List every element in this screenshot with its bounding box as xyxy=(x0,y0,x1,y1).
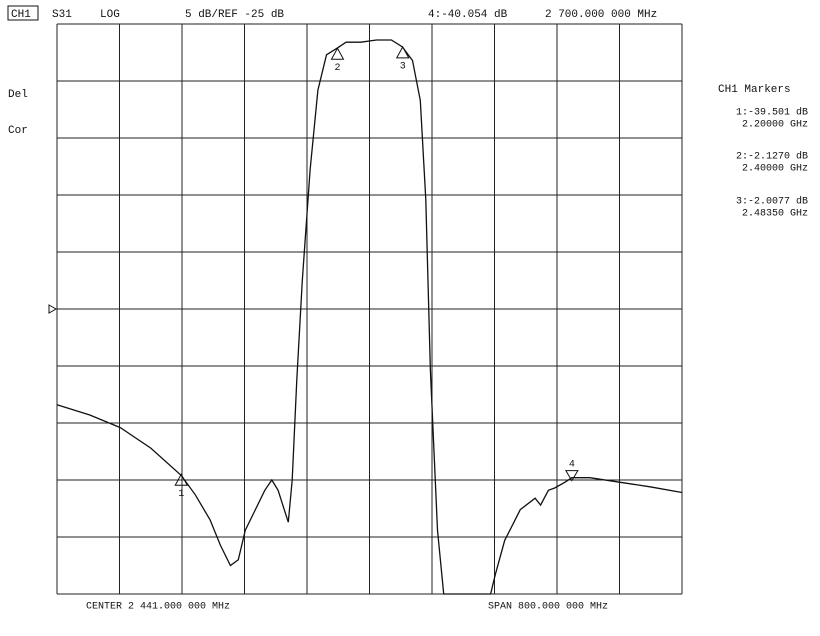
marker-freq: 2.48350 GHz xyxy=(742,209,808,220)
marker xyxy=(395,45,410,59)
channel: CH1 xyxy=(11,9,31,21)
marker-freq: 2.20000 GHz xyxy=(742,120,808,131)
trace xyxy=(56,39,683,595)
cor-label: Cor xyxy=(8,125,28,137)
marker xyxy=(174,473,189,486)
parameter: S31 xyxy=(52,9,72,21)
marker-label: 4 xyxy=(569,459,575,470)
span: SPAN 800.000 000 MHz xyxy=(488,602,608,613)
format: LOG xyxy=(100,9,120,21)
marker-panel-title: CH1 Markers xyxy=(718,84,791,96)
marker-value: 3:-2.0077 dB xyxy=(736,196,808,208)
scale: 5 dB/REF -25 dB xyxy=(185,9,284,21)
marker xyxy=(330,47,345,60)
marker-label: 2 xyxy=(334,63,340,74)
marker xyxy=(564,470,579,482)
del-label: Del xyxy=(8,89,28,101)
marker-value: 2:-2.1270 dB xyxy=(736,151,808,163)
active-readout: 4:-40.054 dB xyxy=(428,9,508,21)
channel-box xyxy=(7,5,39,21)
marker-label: 1 xyxy=(178,489,184,500)
center-frequency: CENTER 2 441.000 000 MHz xyxy=(86,602,230,613)
marker-value: 1:-39.501 dB xyxy=(736,107,808,119)
marker-freq: 2.40000 GHz xyxy=(742,164,808,175)
reference-marker xyxy=(48,304,58,314)
active-frequency: 2 700.000 000 MHz xyxy=(545,9,657,21)
marker-label: 3 xyxy=(400,62,406,73)
